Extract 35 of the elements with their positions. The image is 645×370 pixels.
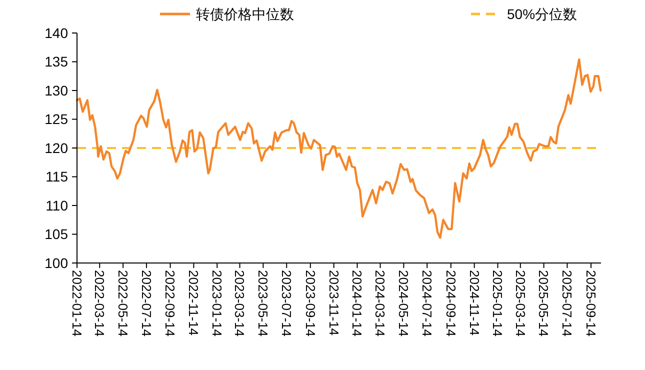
x-tick-label: 2022-03-14 bbox=[92, 270, 108, 336]
x-tick-label: 2024-07-14 bbox=[420, 270, 435, 336]
legend-label: 转债价格中位数 bbox=[196, 6, 294, 22]
y-tick-label: 135 bbox=[44, 54, 68, 70]
x-tick-label: 2025-09-14 bbox=[583, 270, 598, 336]
x-tick-label: 2022-11-14 bbox=[186, 270, 202, 336]
x-tick-label: 2024-09-14 bbox=[443, 270, 458, 336]
x-tick-label: 2024-11-14 bbox=[466, 270, 482, 336]
y-tick-label: 100 bbox=[44, 254, 68, 271]
y-tick-label: 105 bbox=[44, 226, 68, 242]
x-tick-label: 2022-07-14 bbox=[138, 270, 154, 336]
x-tick-label: 2023-01-14 bbox=[210, 270, 225, 336]
x-tick-label: 2023-07-14 bbox=[279, 270, 294, 336]
y-tick-label: 120 bbox=[44, 140, 68, 156]
x-tick-label: 2022-01-14 bbox=[69, 270, 84, 336]
y-tick-label: 115 bbox=[46, 168, 68, 185]
y-tick-label: 110 bbox=[46, 197, 68, 214]
y-tick-label: 125 bbox=[44, 111, 68, 128]
x-tick-label: 2025-01-14 bbox=[490, 270, 506, 336]
y-tick-label: 130 bbox=[44, 82, 68, 98]
x-tick-label: 2025-03-14 bbox=[512, 270, 528, 336]
x-tick-label: 2022-05-14 bbox=[116, 270, 131, 336]
x-tick-label: 2025-07-14 bbox=[560, 270, 575, 336]
x-tick-label: 2024-05-14 bbox=[396, 270, 412, 336]
x-tick-label: 2024-03-14 bbox=[372, 270, 388, 336]
line-series bbox=[76, 58, 602, 239]
x-tick-label: 2022-09-14 bbox=[162, 270, 178, 336]
x-tick-label: 2023-03-14 bbox=[232, 270, 248, 336]
x-tick-label: 2023-11-14 bbox=[326, 270, 342, 336]
x-tick-label: 2025-05-14 bbox=[536, 270, 552, 336]
x-tick-label: 2023-05-14 bbox=[256, 270, 271, 336]
x-tick-label: 2024-01-14 bbox=[350, 270, 365, 336]
y-tick-label: 140 bbox=[44, 24, 68, 41]
legend-label: 50%分位数 bbox=[507, 6, 578, 22]
x-tick-label: 2023-09-14 bbox=[302, 270, 318, 336]
